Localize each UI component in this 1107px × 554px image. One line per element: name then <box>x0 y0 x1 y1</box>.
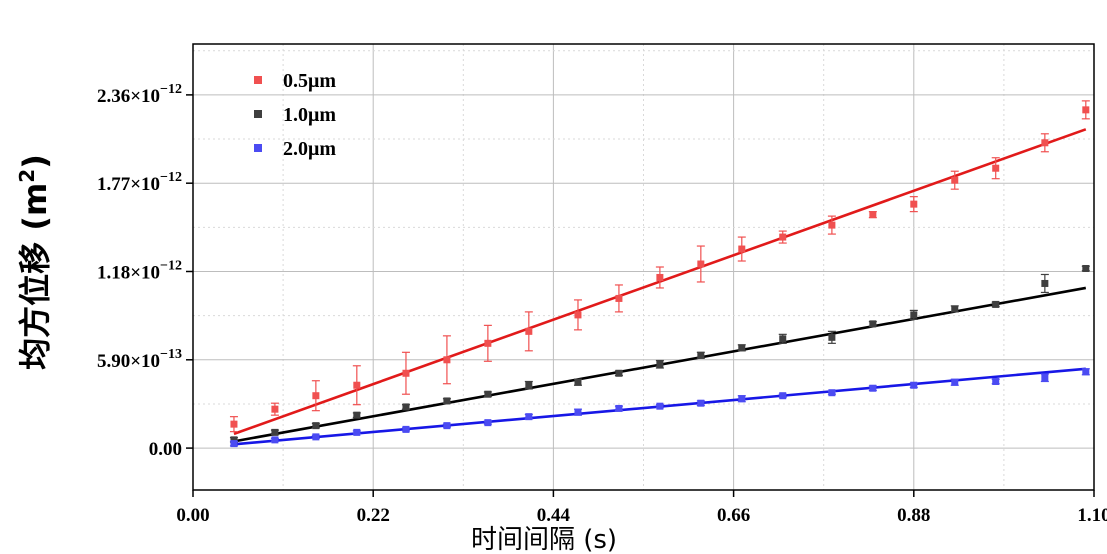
legend-label: 2.0μm <box>283 138 336 160</box>
data-point <box>779 335 787 343</box>
data-point <box>615 294 623 302</box>
data-point <box>402 369 410 377</box>
y-tick-label: 5.90×10−13 <box>97 347 182 372</box>
x-tick-label: 0.88 <box>897 505 930 526</box>
data-point <box>312 392 320 400</box>
data-point <box>615 404 623 412</box>
y-tick-label: 1.18×10−12 <box>97 258 182 283</box>
x-tick-label: 0.00 <box>176 505 209 526</box>
y-tick-label: 2.36×10−12 <box>97 82 182 107</box>
data-point <box>910 200 918 208</box>
data-point <box>656 273 664 281</box>
x-tick-label: 1.10 <box>1077 505 1107 526</box>
data-point <box>574 378 582 386</box>
data-point <box>656 402 664 410</box>
data-point <box>574 311 582 319</box>
data-point <box>738 245 746 253</box>
data-point <box>828 221 836 229</box>
data-point <box>271 405 279 413</box>
legend-label: 1.0μm <box>283 104 336 126</box>
data-point <box>697 399 705 407</box>
plot-frame <box>192 43 1095 491</box>
data-point <box>353 411 361 419</box>
y-axis-title: 均方位移 (m2) <box>15 154 54 370</box>
data-point <box>779 233 787 241</box>
data-point <box>951 378 959 386</box>
data-point <box>484 339 492 347</box>
grid <box>193 44 1094 490</box>
y-tick-label: 0.00 <box>149 439 182 460</box>
x-tick-label: 0.66 <box>717 505 750 526</box>
data-point <box>992 377 1000 385</box>
data-point <box>271 436 279 444</box>
legend-marker <box>254 110 262 118</box>
y-axis-title-sup: 2 <box>15 169 39 183</box>
x-axis-ticks: 0.00 0.22 0.44 0.66 0.88 1.10 <box>176 490 1107 526</box>
data-point <box>312 422 320 430</box>
data-point <box>738 344 746 352</box>
data-point <box>443 422 451 430</box>
data-point <box>230 440 238 448</box>
data-point <box>1041 374 1049 382</box>
y-axis-ticks: 0.00 5.90×10−13 1.18×10−12 1.77×10−12 2.36×1… <box>97 82 193 460</box>
data-points <box>230 106 1090 448</box>
data-point <box>992 164 1000 172</box>
y-axis-title-close: ) <box>16 154 54 169</box>
data-point <box>656 360 664 368</box>
data-point <box>697 351 705 359</box>
data-point <box>574 408 582 416</box>
data-point <box>402 403 410 411</box>
data-point <box>484 419 492 427</box>
data-point <box>615 369 623 377</box>
error-bars <box>229 100 1090 447</box>
data-point <box>828 333 836 341</box>
data-point <box>525 381 533 389</box>
data-point <box>738 395 746 403</box>
x-axis-title: 时间间隔 (s) <box>471 525 617 554</box>
data-point <box>828 389 836 397</box>
data-point <box>1082 106 1090 114</box>
data-point <box>779 392 787 400</box>
data-point <box>910 381 918 389</box>
legend-label: 0.5μm <box>283 70 336 92</box>
data-point <box>1082 264 1090 272</box>
data-point <box>869 320 877 328</box>
data-point <box>910 311 918 319</box>
data-point <box>1082 368 1090 376</box>
x-tick-label: 0.44 <box>537 505 571 526</box>
data-point <box>312 433 320 441</box>
y-tick-label: 1.77×10−12 <box>97 170 182 195</box>
data-point <box>402 425 410 433</box>
data-point <box>525 327 533 335</box>
legend: 0.5μm 1.0μm 2.0μm <box>254 70 336 160</box>
data-point <box>869 211 877 219</box>
data-point <box>951 176 959 184</box>
data-point <box>443 356 451 364</box>
x-tick-label: 0.22 <box>357 505 390 526</box>
data-point <box>992 300 1000 308</box>
y-axis-title-main: 均方位移 (m <box>16 183 54 370</box>
data-point <box>353 428 361 436</box>
legend-marker <box>254 144 262 152</box>
data-point <box>525 413 533 421</box>
data-point <box>869 384 877 392</box>
data-point <box>951 305 959 313</box>
data-point <box>1041 139 1049 147</box>
data-point <box>230 436 238 444</box>
legend-marker <box>254 76 262 84</box>
data-point <box>1041 279 1049 287</box>
data-point <box>484 390 492 398</box>
data-point <box>230 420 238 428</box>
data-point <box>443 397 451 405</box>
data-point <box>271 428 279 436</box>
data-point <box>353 381 361 389</box>
data-point <box>697 260 705 268</box>
